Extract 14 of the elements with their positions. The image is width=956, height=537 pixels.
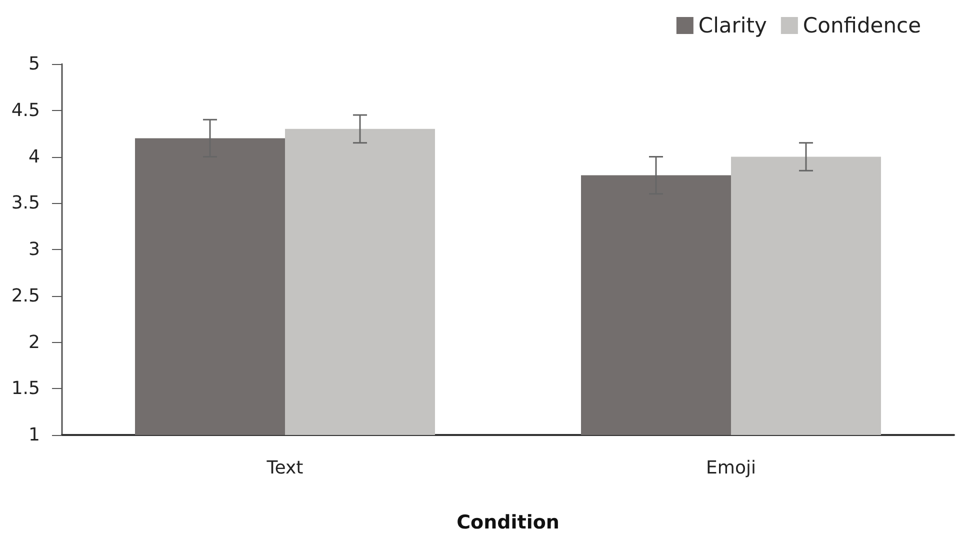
y-tick-label: 3: [28, 239, 40, 260]
y-tick-label: 2.5: [11, 285, 40, 306]
y-tick-label: 4.5: [11, 100, 40, 121]
legend-label: Clarity: [698, 14, 767, 38]
x-axis-title: Condition: [456, 512, 560, 534]
y-tick-label: 1.5: [11, 378, 40, 400]
legend-label: Confidence: [802, 14, 922, 38]
y-tick-label: 2: [28, 332, 40, 353]
y-tick-label: 4: [28, 146, 40, 168]
x-tick-label: Text: [266, 458, 304, 478]
x-tick-label: Emoji: [706, 458, 756, 478]
y-tick-label: 5: [28, 54, 40, 74]
y-tick-label: 3.5: [11, 192, 40, 214]
y-tick-label: 1: [28, 424, 40, 446]
